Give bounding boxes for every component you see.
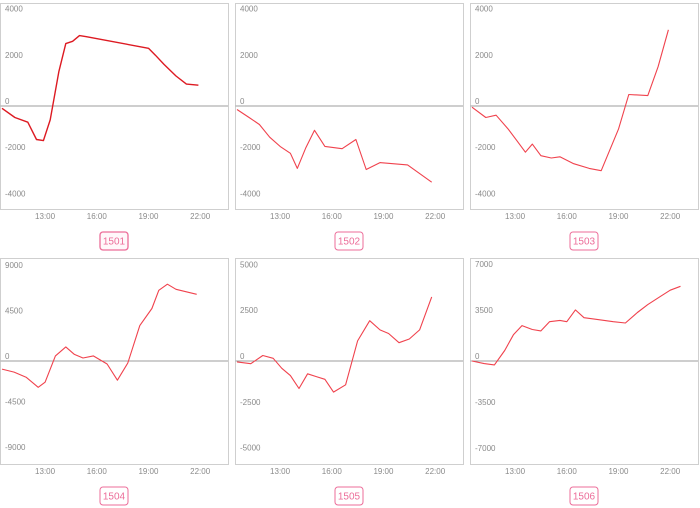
x-tick-label: 16:00 [322,467,343,476]
x-tick-label: 22:00 [660,467,681,476]
tab-label: 1506 [573,492,596,503]
x-tick-label: 16:00 [87,212,108,221]
y-tick-label: 4500 [5,307,23,316]
series-line [1,34,199,142]
x-tick-label: 16:00 [557,212,578,221]
chart-panel-1506: 7000 3500 0 -3500 -7000 13:00 16:00 19:00 22:00 1… [470,258,699,506]
y-tick-label: -5000 [240,444,261,453]
y-tick-label: 2000 [475,51,493,60]
tab-box[interactable] [334,486,364,506]
y-tick-label: 9000 [5,261,23,270]
series-line [236,109,433,183]
y-tick-label: -2500 [240,398,261,407]
y-tick-label: -9000 [5,443,26,452]
series-line [471,29,669,172]
x-tick-label: 22:00 [425,467,446,476]
x-tick-label: 13:00 [505,212,526,221]
x-tick-label: 13:00 [270,212,291,221]
y-tick-label: -4000 [5,189,26,198]
y-tick-label: 4000 [240,5,258,14]
x-tick-label: 19:00 [138,212,159,221]
y-tick-label: -4500 [5,397,26,406]
x-tick-label: 13:00 [35,467,56,476]
y-tick-label: 0 [240,97,245,106]
tab-label: 1504 [103,492,126,503]
series-line [1,283,197,388]
series-line [471,285,681,366]
y-tick-label: 0 [475,352,480,361]
y-tick-label: -3500 [475,398,496,407]
y-tick-label: -2000 [475,143,496,152]
tab-box[interactable] [334,231,364,251]
y-tick-label: 0 [240,352,245,361]
chart-panel-1502: 4000 2000 0 -2000 -4000 13:00 16:00 19:00 22:00 1… [235,3,464,251]
y-tick-label: 7000 [475,260,493,269]
tab-label: 1502 [338,237,361,248]
y-tick-label: -7000 [475,444,496,453]
y-tick-label: 0 [5,97,10,106]
tab-1502[interactable]: 1502 [334,231,364,251]
y-tick-label: 3500 [475,306,493,315]
tab-1503[interactable]: 1503 [569,231,599,251]
tab-1506[interactable]: 1506 [569,486,599,506]
x-tick-label: 13:00 [35,212,56,221]
y-tick-label: 0 [5,352,10,361]
x-tick-label: 19:00 [373,467,394,476]
series-line [236,296,433,393]
chart-panel-1505: 5000 2500 0 -2500 -5000 13:00 16:00 19:00 22:00 1… [235,258,464,506]
y-tick-label: 5000 [240,260,258,269]
tab-1501[interactable]: 1501 [99,231,129,251]
tab-1505[interactable]: 1505 [334,486,364,506]
tab-box[interactable] [99,486,129,506]
chart-panel-1501: 4000 2000 0 -2000 -4000 13:00 16:00 19:00 22:00 1… [0,3,229,251]
x-tick-label: 16:00 [87,467,108,476]
tab-box[interactable] [99,231,129,251]
tab-label: 1501 [103,237,126,248]
y-tick-label: 4000 [475,5,493,14]
x-tick-label: 22:00 [425,212,446,221]
y-tick-label: 2000 [240,51,258,60]
x-tick-label: 19:00 [373,212,394,221]
tab-label: 1503 [573,237,596,248]
x-tick-label: 13:00 [270,467,291,476]
y-tick-label: -2000 [240,143,261,152]
x-tick-label: 22:00 [660,212,681,221]
y-tick-label: -4000 [475,189,496,198]
y-tick-label: 0 [475,97,480,106]
x-tick-label: 13:00 [505,467,526,476]
chart-panel-1503: 4000 2000 0 -2000 -4000 13:00 16:00 19:00 22:00 1… [470,3,699,251]
x-tick-label: 19:00 [138,467,159,476]
x-tick-label: 16:00 [322,212,343,221]
y-tick-label: 4000 [5,5,23,14]
x-tick-label: 22:00 [190,212,211,221]
y-tick-label: 2000 [5,51,23,60]
tab-1504[interactable]: 1504 [99,486,129,506]
chart-panel-1504: 9000 4500 0 -4500 -9000 13:00 16:00 19:00 22:00 1… [0,258,229,506]
x-tick-label: 19:00 [608,212,629,221]
y-tick-label: -4000 [240,189,261,198]
tab-box[interactable] [569,486,599,506]
y-tick-label: -2000 [5,143,26,152]
x-tick-label: 22:00 [190,467,211,476]
y-tick-label: 2500 [240,306,258,315]
x-tick-label: 19:00 [608,467,629,476]
tab-box[interactable] [569,231,599,251]
x-tick-label: 16:00 [557,467,578,476]
tab-label: 1505 [338,492,361,503]
